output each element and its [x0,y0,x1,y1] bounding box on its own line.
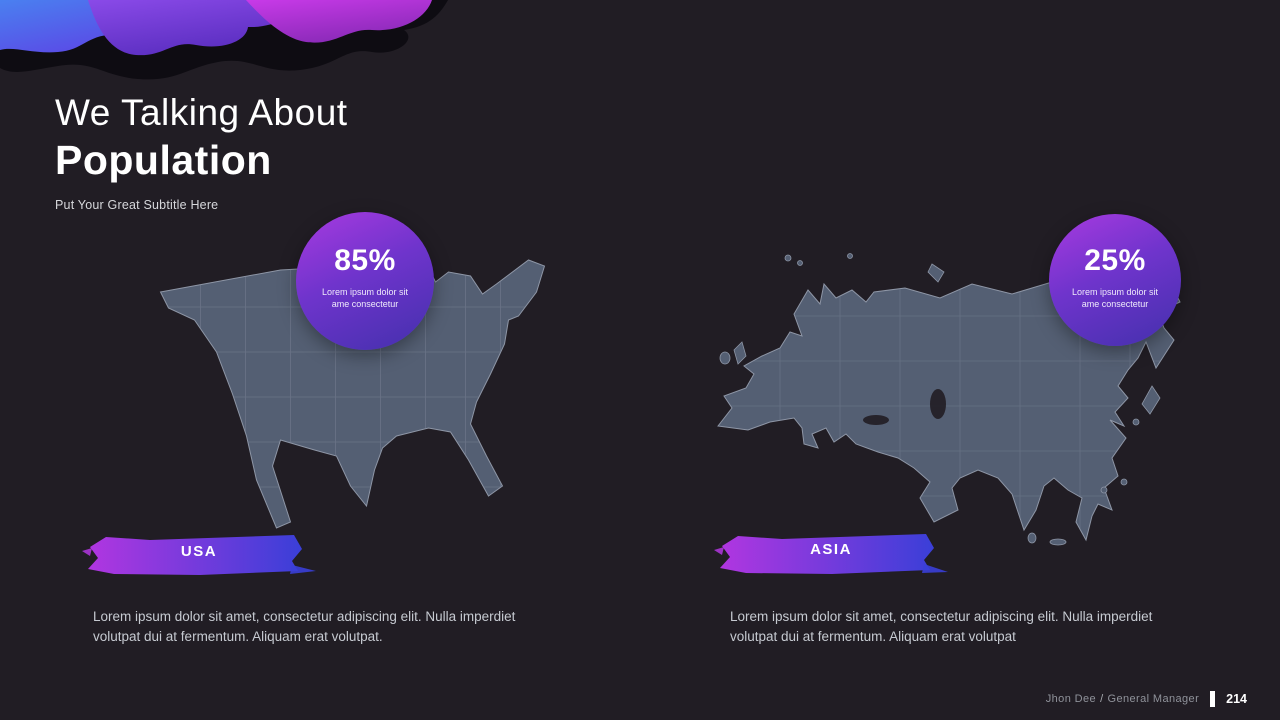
wave-decoration [0,0,448,80]
stat-value-usa: 85% [334,244,396,277]
stat-value-asia: 25% [1084,244,1146,277]
title-block: We Talking About Population Put Your Gre… [55,92,348,212]
usa-map [159,259,546,529]
region-label-text-asia: ASIA [810,541,852,558]
stat-badge-asia: 25% Lorem ipsum dolor sit ame consectetu… [1049,214,1181,346]
footer: Jhon Dee / General Manager 214 [1046,691,1247,707]
footer-divider [1210,691,1216,707]
description-asia: Lorem ipsum dolor sit amet, consectetur … [730,608,1153,645]
page-title-line2: Population [55,136,272,183]
footer-credit: Jhon Dee / General Manager [1046,693,1199,705]
region-label-text-usa: USA [180,543,218,560]
footer-role: General Manager [1107,693,1200,705]
description-usa: Lorem ipsum dolor sit amet, consectetur … [93,608,516,645]
footer-name: Jhon Dee [1045,693,1097,705]
subtitle: Put Your Great Subtitle Here [55,197,219,212]
region-label-asia: ASIA [712,529,950,579]
stat-caption-usa: Lorem ipsum dolor sit ame consectetur [321,287,409,310]
brush-stroke [714,534,948,574]
region-label-usa: USA [80,531,318,579]
page-number: 214 [1226,692,1247,706]
page-title-line1: We Talking About [55,92,348,133]
stat-badge-usa: 85% Lorem ipsum dolor sit ame consectetu… [296,212,434,350]
brush-stroke [82,535,316,575]
footer-separator: / [1100,693,1104,705]
stat-caption-asia: Lorem ipsum dolor sit ame consectetur [1071,287,1159,310]
